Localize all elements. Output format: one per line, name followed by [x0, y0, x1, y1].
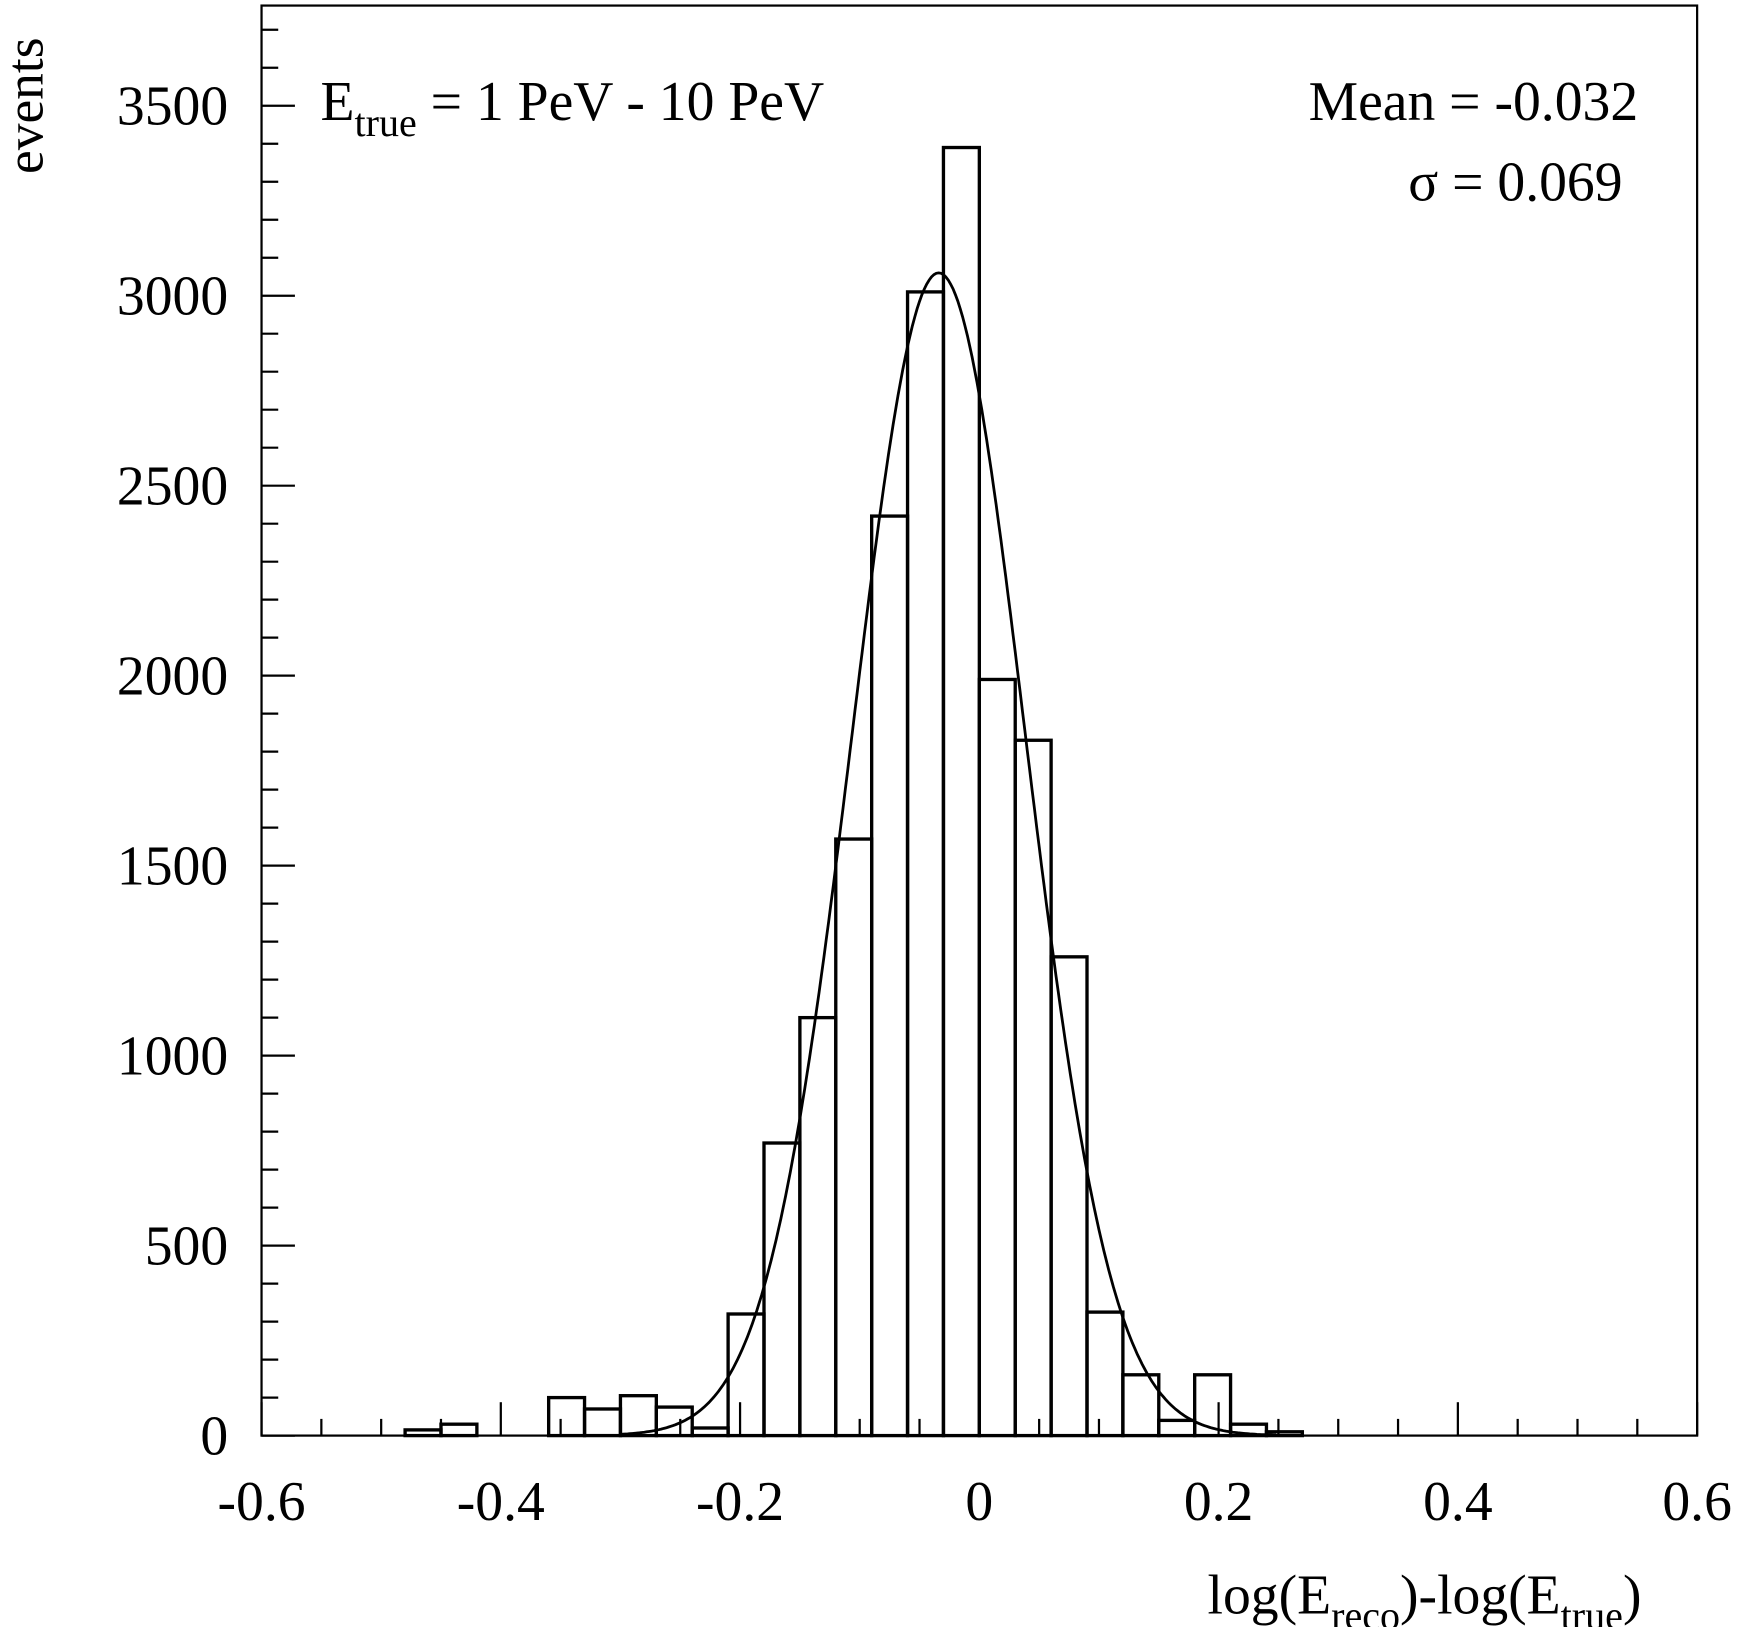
y-tick-label: 1000: [117, 1026, 228, 1088]
annotation-e-sub: true: [355, 100, 417, 145]
x-tick-label: 0.6: [1662, 1471, 1732, 1533]
histogram-bin: [546, 1395, 587, 1438]
x-axis-label: log(Ereco)-log(Etrue): [1208, 1565, 1642, 1627]
x-tick-label: 0.2: [1184, 1471, 1254, 1533]
annotation-sigma: σ = 0.069: [1408, 151, 1622, 213]
histogram-bin: [1157, 1418, 1197, 1438]
x-tick-label: 0: [965, 1471, 993, 1533]
annotation-e: E: [321, 71, 355, 133]
y-tick-label: 0: [200, 1406, 228, 1468]
histogram-bin: [1121, 1373, 1161, 1438]
histogram-bin: [439, 1422, 479, 1438]
histogram-bin: [1193, 1373, 1233, 1438]
histogram-bin: [1228, 1422, 1269, 1438]
histogram-bin: [618, 1394, 658, 1438]
histogram-bin: [941, 145, 982, 1438]
annotation-energy-range: Etrue = 1 PeV - 10 PeV: [321, 71, 825, 145]
annotation-mean: Mean = -0.032: [1309, 71, 1639, 133]
histogram-bin: [977, 677, 1017, 1438]
histogram-bin: [582, 1407, 623, 1438]
y-axis-label: events: [0, 38, 54, 174]
histogram-bin: [1013, 738, 1053, 1438]
histogram-bin: [869, 514, 910, 1438]
histogram-bin: [654, 1405, 694, 1438]
y-tick-label: 2000: [117, 646, 228, 708]
histogram-bin: [726, 1312, 766, 1438]
y-tick-label: 3500: [117, 76, 228, 138]
x-tick-label: -0.6: [218, 1471, 306, 1533]
histogram-bin: [1049, 955, 1089, 1438]
histogram-bin: [905, 290, 946, 1438]
x-tick-label: -0.2: [696, 1471, 784, 1533]
annotation-e-rest: = 1 PeV - 10 PeV: [417, 71, 824, 133]
y-tick-label: 2500: [117, 456, 228, 518]
y-tick-label: 1500: [117, 836, 228, 898]
histogram-bin: [834, 837, 874, 1438]
histogram-bin: [403, 1428, 443, 1438]
x-tick-label: -0.4: [457, 1471, 545, 1533]
histogram-bin: [690, 1426, 730, 1438]
histogram-bin: [1085, 1310, 1125, 1438]
y-tick-label: 500: [145, 1216, 228, 1278]
gaussian-fit-curve: [620, 271, 1277, 1437]
y-tick-label: 3000: [117, 266, 228, 328]
histogram-bin: [762, 1141, 802, 1438]
x-tick-label: 0.4: [1423, 1471, 1493, 1533]
